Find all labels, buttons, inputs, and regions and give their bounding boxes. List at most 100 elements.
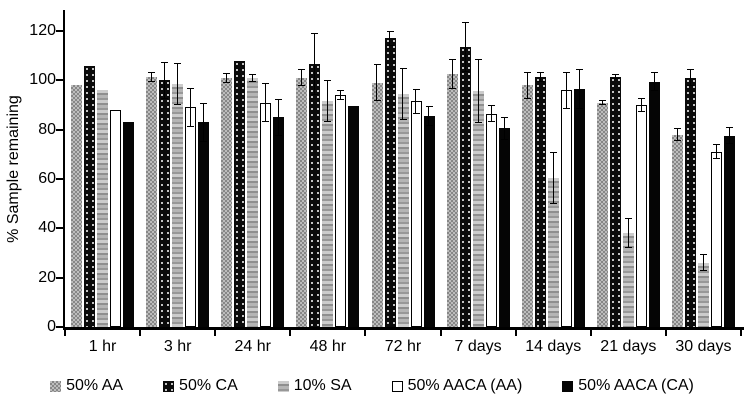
bar bbox=[273, 117, 285, 327]
x-tick bbox=[214, 330, 217, 336]
error-bar bbox=[275, 98, 283, 136]
error-bar bbox=[686, 69, 694, 87]
legend-marker-icon bbox=[50, 380, 62, 392]
bar bbox=[710, 151, 722, 327]
error-bar bbox=[712, 144, 720, 160]
y-tick-label: 120 bbox=[29, 22, 56, 39]
x-category-label: 48 hr bbox=[309, 338, 347, 355]
bar bbox=[185, 107, 197, 327]
error-bar bbox=[324, 80, 332, 123]
bar bbox=[296, 77, 308, 327]
bar bbox=[348, 106, 360, 327]
x-category-label: 1 hr bbox=[88, 338, 117, 355]
x-tick bbox=[589, 330, 592, 336]
legend-label: 50% AA bbox=[66, 377, 124, 394]
error-bar bbox=[373, 64, 381, 102]
error-bar bbox=[523, 71, 531, 99]
legend: 50% AA 50% CA 10% SA 50% AACA (AA) 50% AACA … bbox=[0, 372, 744, 400]
bar bbox=[146, 76, 158, 327]
x-category-label: 30 days bbox=[675, 338, 732, 355]
y-tick bbox=[56, 30, 63, 32]
bar bbox=[84, 65, 96, 327]
error-bar bbox=[487, 105, 495, 123]
legend-label: 50% CA bbox=[179, 377, 238, 394]
bar bbox=[260, 102, 272, 327]
bar bbox=[322, 101, 334, 327]
error-bar bbox=[223, 72, 231, 83]
y-tick-label: 40 bbox=[38, 219, 56, 237]
error-bar bbox=[425, 106, 433, 126]
bar bbox=[410, 101, 422, 327]
error-bar bbox=[725, 127, 733, 145]
bar bbox=[110, 109, 122, 327]
error-bar bbox=[148, 71, 156, 82]
error-bar bbox=[174, 63, 182, 105]
error-bar bbox=[311, 33, 319, 96]
bar bbox=[648, 81, 660, 327]
error-bar bbox=[536, 71, 544, 82]
bar bbox=[384, 38, 396, 327]
error-bar bbox=[298, 69, 306, 87]
x-tick bbox=[364, 330, 367, 336]
bar bbox=[671, 134, 683, 327]
y-tick bbox=[56, 178, 63, 180]
x-category-label: 7 days bbox=[454, 338, 502, 355]
error-bar bbox=[474, 59, 482, 124]
bar bbox=[423, 116, 435, 327]
legend-item: 50% AA bbox=[50, 377, 123, 395]
y-tick bbox=[56, 276, 63, 279]
error-bar bbox=[386, 31, 394, 46]
y-tick-label: 20 bbox=[38, 268, 56, 286]
legend-label: 10% SA bbox=[293, 377, 352, 394]
x-tick bbox=[139, 330, 142, 336]
error-bar bbox=[611, 74, 619, 80]
x-category-label: 24 hr bbox=[234, 338, 271, 355]
error-bar bbox=[249, 74, 257, 82]
bar bbox=[97, 90, 109, 327]
bar bbox=[635, 105, 647, 327]
legend-marker-icon bbox=[277, 380, 289, 392]
bar bbox=[622, 233, 634, 327]
y-tick bbox=[56, 79, 63, 82]
x-tick bbox=[664, 330, 667, 336]
error-bar bbox=[562, 71, 570, 109]
bar bbox=[560, 90, 572, 327]
bar bbox=[234, 60, 246, 327]
y-tick bbox=[56, 128, 63, 131]
error-bar bbox=[673, 128, 681, 141]
y-tick-label: 0 bbox=[47, 318, 56, 335]
legend-item: 50% AACA (AA) bbox=[391, 377, 522, 395]
bar bbox=[123, 122, 135, 327]
x-category-label: 21 days bbox=[600, 338, 657, 355]
bar bbox=[472, 91, 484, 327]
bar bbox=[459, 47, 471, 327]
x-tick bbox=[289, 330, 292, 336]
error-bar bbox=[549, 151, 557, 204]
y-axis-line bbox=[63, 10, 65, 329]
error-bar bbox=[461, 22, 469, 72]
x-tick bbox=[439, 330, 442, 336]
error-bar bbox=[161, 61, 169, 99]
y-tick bbox=[56, 326, 63, 328]
y-tick-label: 60 bbox=[38, 170, 56, 187]
bar bbox=[446, 74, 458, 327]
bar bbox=[521, 85, 533, 327]
error-bar bbox=[500, 117, 508, 140]
bar bbox=[221, 77, 233, 327]
bar bbox=[596, 102, 608, 327]
legend-marker-icon bbox=[562, 380, 574, 392]
error-bar bbox=[448, 59, 456, 89]
x-tick bbox=[514, 330, 517, 336]
legend-marker-icon bbox=[163, 380, 175, 392]
bar bbox=[684, 77, 696, 327]
y-tick-label: 80 bbox=[38, 120, 56, 138]
bar bbox=[309, 64, 321, 327]
x-tick bbox=[740, 330, 742, 336]
bar bbox=[371, 82, 383, 327]
bar bbox=[397, 93, 409, 327]
error-bar bbox=[575, 69, 583, 109]
bar bbox=[335, 95, 347, 327]
error-bar bbox=[337, 90, 345, 101]
x-axis-line bbox=[63, 327, 744, 330]
